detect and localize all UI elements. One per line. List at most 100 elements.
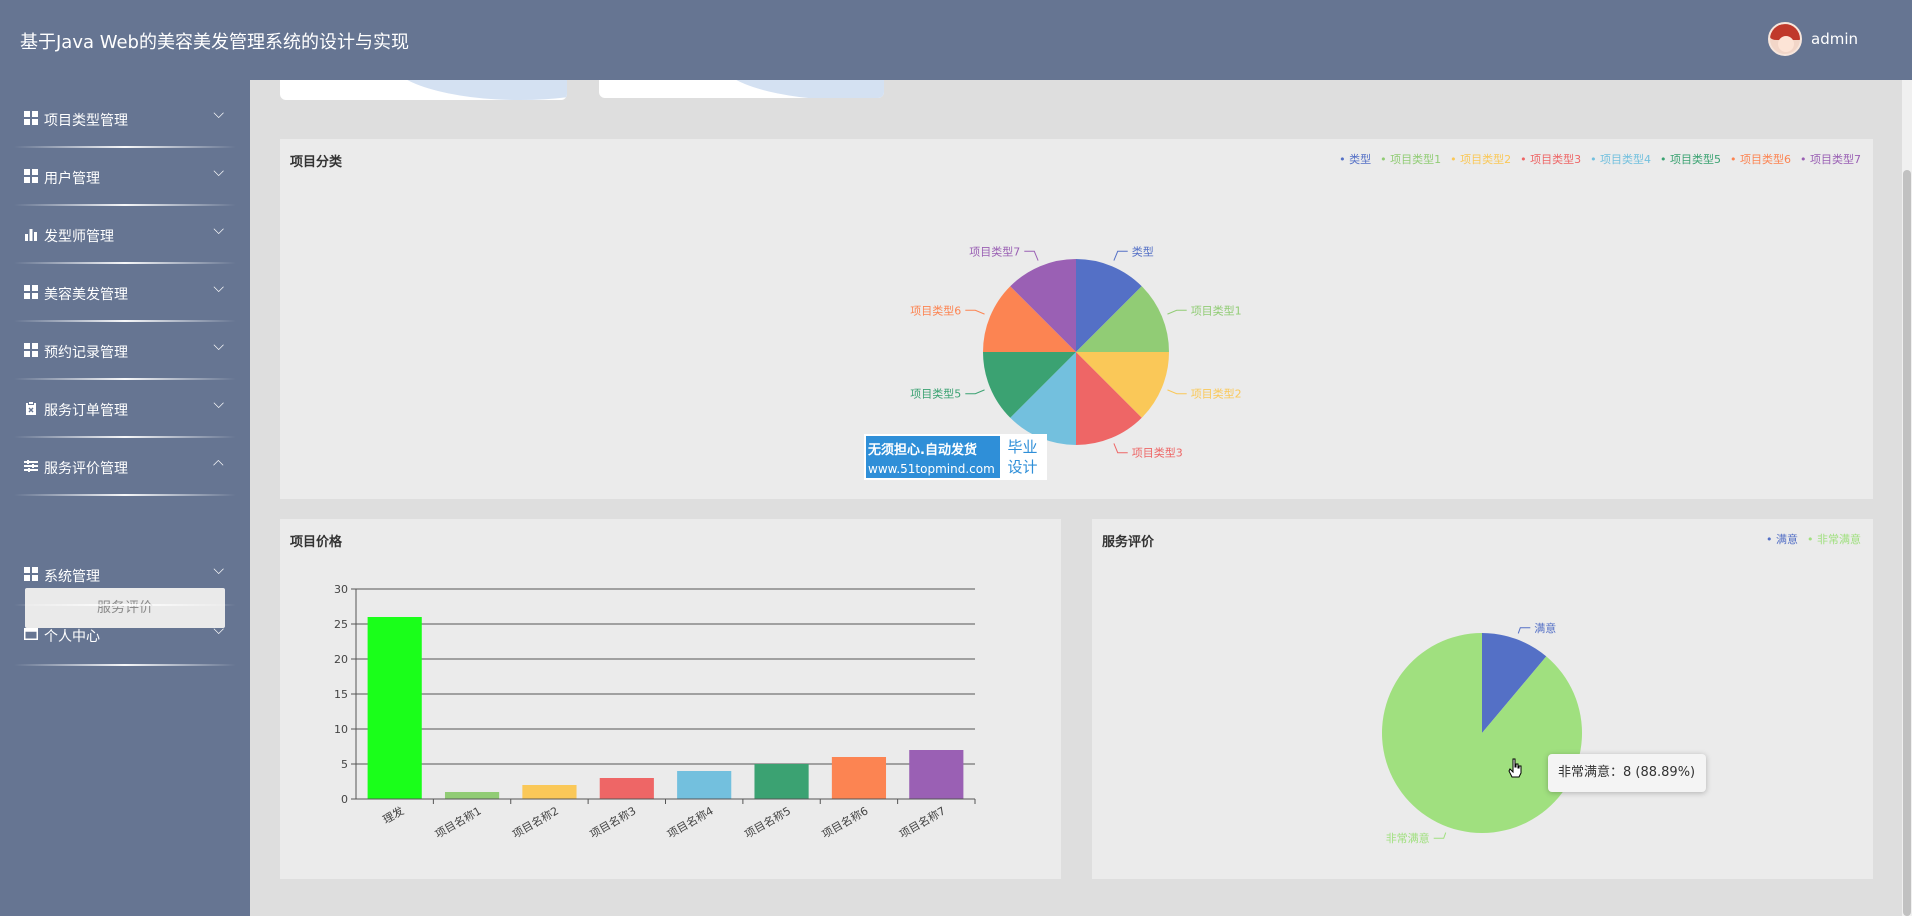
sidebar-item-label: 服务订单管理 (44, 403, 128, 419)
pie-label: 项目类型2 (1191, 387, 1242, 401)
chevron-down-icon: ⌵ (213, 338, 224, 354)
legend-item[interactable]: • 项目类型5 (1660, 153, 1722, 166)
legend-item[interactable]: • 项目类型4 (1590, 153, 1652, 166)
legend-item[interactable]: • 非常满意 (1807, 533, 1861, 546)
watermark-text: 无须担心.自动发货 www.51topmind.com (868, 439, 995, 476)
y-tick-label: 25 (334, 618, 348, 631)
pie-slice[interactable] (1010, 259, 1076, 352)
sidebar-item-label: 用户管理 (44, 171, 100, 187)
chevron-up-icon: ⌵ (213, 456, 224, 472)
username[interactable]: admin (1811, 30, 1858, 48)
pie-label-line (1433, 832, 1447, 839)
pie-label: 项目类型6 (910, 303, 961, 317)
bar[interactable] (444, 792, 500, 799)
watermark-badge: 无须担心.自动发货 www.51topmind.com 毕业 设计 (864, 434, 1047, 480)
sidebar-item-project-type[interactable]: 项目类型管理 ⌵ (0, 90, 250, 148)
legend-item[interactable]: • 项目类型7 (1800, 153, 1861, 166)
review-chart-card: 服务评价 • 满意 • 非常满意 满意 非常满意 (1092, 519, 1873, 879)
stat-card-decoration (390, 80, 567, 100)
x-tick-label: 项目名称3 (587, 803, 638, 841)
pie-slice[interactable] (982, 286, 1076, 352)
sidebar-item-users[interactable]: 用户管理 ⌵ (0, 148, 250, 206)
chevron-down-icon: ⌵ (213, 562, 224, 578)
bar[interactable] (831, 757, 887, 799)
sidebar-item-label: 个人中心 (44, 629, 100, 645)
legend-item[interactable]: • 类型 (1339, 153, 1372, 166)
pie-label-line (1517, 627, 1531, 634)
x-tick-label: 项目名称6 (819, 803, 870, 841)
pie-slice[interactable] (1382, 633, 1582, 833)
bar[interactable] (599, 778, 654, 799)
avatar-face (1778, 36, 1794, 52)
menu-divider (14, 378, 236, 380)
chevron-down-icon: ⌵ (213, 106, 224, 122)
pie-slice[interactable] (1076, 352, 1142, 445)
bar[interactable] (677, 771, 732, 799)
legend-item[interactable]: • 项目类型3 (1520, 153, 1582, 166)
pie-slice[interactable] (1482, 633, 1547, 733)
pie-slice[interactable] (1076, 352, 1169, 418)
hand-cursor-icon (1508, 758, 1522, 778)
bar[interactable] (367, 617, 422, 799)
pie-label: 满意 (1534, 621, 1556, 635)
watermark-line2: www.51topmind.com (868, 462, 995, 476)
legend-item[interactable]: • 项目类型2 (1450, 153, 1512, 166)
menu-divider (14, 604, 236, 606)
sidebar-item-profile[interactable]: 个人中心 ⌵ (0, 606, 250, 664)
pie-slice[interactable] (1076, 259, 1142, 352)
menu-divider (14, 320, 236, 322)
avatar-hair (1770, 24, 1800, 40)
legend-item[interactable]: • 满意 (1766, 533, 1798, 546)
grid-icon (24, 343, 38, 357)
sidebar-item-stylists[interactable]: 发型师管理 ⌵ (0, 206, 250, 264)
legend-item[interactable]: • 项目类型6 (1730, 153, 1792, 166)
pie-label-line (965, 309, 985, 315)
pie-label-line (1113, 443, 1128, 454)
legend-item[interactable]: • 项目类型1 (1380, 153, 1442, 166)
sidebar-item-system[interactable]: 系统管理 ⌵ (0, 546, 250, 604)
pie-slice[interactable] (982, 352, 1076, 418)
stat-card-partial (280, 80, 567, 100)
x-tick-label: 项目名称4 (665, 803, 716, 841)
sidebar-item-orders[interactable]: 服务订单管理 ⌵ (0, 380, 250, 438)
menu-divider (14, 664, 236, 666)
bar[interactable] (909, 750, 964, 799)
chart-title: 项目价格 (290, 535, 343, 550)
menu-divider (14, 146, 236, 148)
main-scrollbar-thumb[interactable] (1903, 170, 1911, 916)
pie-label-line (1167, 389, 1187, 395)
x-tick-label: 项目名称5 (742, 803, 793, 841)
avatar[interactable] (1768, 22, 1802, 56)
pie-label-line (1024, 250, 1039, 261)
grid-icon (24, 567, 38, 581)
menu-divider (14, 494, 236, 496)
pie-slice[interactable] (1076, 286, 1169, 352)
sidebar-item-reviews[interactable]: 服务评价管理 ⌵ (0, 438, 250, 496)
chevron-down-icon: ⌵ (213, 164, 224, 180)
sidebar-item-label: 服务评价管理 (44, 461, 128, 477)
top-bar: 基于Java Web的美容美发管理系统的设计与实现 admin (0, 0, 1912, 80)
stat-card-partial (599, 80, 884, 98)
watermark-line1: 无须担心.自动发货 (868, 443, 977, 458)
pie-slice[interactable] (1010, 352, 1076, 445)
sidebar-item-label: 系统管理 (44, 569, 100, 585)
watermark-badge-line2: 设计 (1007, 458, 1038, 476)
bar[interactable] (754, 764, 809, 799)
pie-label-line (1113, 250, 1128, 261)
y-tick-label: 15 (334, 688, 348, 701)
sidebar-item-appointments[interactable]: 预约记录管理 ⌵ (0, 322, 250, 380)
menu-divider (14, 204, 236, 206)
x-tick-label: 项目名称1 (432, 803, 483, 841)
chevron-down-icon: ⌵ (213, 622, 224, 638)
pie-label: 项目类型1 (1191, 303, 1242, 317)
bar[interactable] (522, 785, 577, 799)
menu-divider (14, 436, 236, 438)
bar-chart-icon (25, 229, 37, 241)
chart-title: 项目分类 (290, 155, 343, 170)
price-bar-chart: 0 5 10 15 20 25 30 理发 项目名称1 项目名称2 项目名称3 项目名称4 项目名称5 项… (334, 583, 976, 841)
submenu-item-reviews[interactable]: 服务评价 (25, 588, 225, 628)
sidebar-item-beauty[interactable]: 美容美发管理 ⌵ (0, 264, 250, 322)
x-tick-label: 项目名称2 (510, 803, 561, 841)
pie-label-line (965, 389, 985, 395)
